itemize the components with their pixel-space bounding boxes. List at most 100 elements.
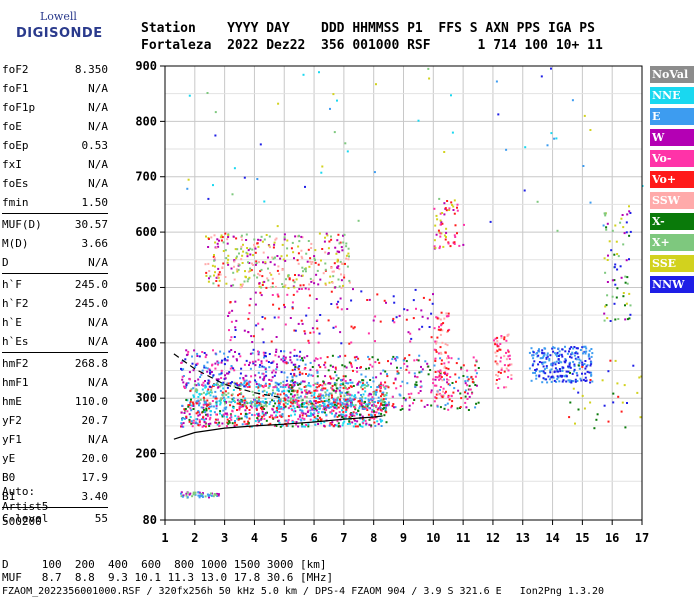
echo-point xyxy=(301,274,304,277)
echo-point xyxy=(292,399,295,402)
echo-point xyxy=(451,382,454,384)
echo-point xyxy=(214,421,217,424)
echo-point xyxy=(507,350,510,353)
echo-point xyxy=(447,383,450,386)
echo-point xyxy=(443,371,446,374)
echo-point xyxy=(356,367,358,369)
echo-point xyxy=(569,401,572,404)
echo-point xyxy=(256,417,259,420)
echo-point xyxy=(498,378,501,380)
echo-point xyxy=(532,371,535,374)
echo-point xyxy=(316,269,319,272)
echo-point xyxy=(287,287,290,290)
echo-point xyxy=(392,317,395,320)
echo-point xyxy=(331,404,334,407)
echo-point xyxy=(301,372,304,375)
echo-point xyxy=(301,399,304,402)
echo-point xyxy=(212,375,214,378)
echo-point xyxy=(313,255,316,258)
echo-point xyxy=(332,389,335,392)
echo-point xyxy=(606,317,609,320)
echo-point xyxy=(570,353,573,356)
echo-point xyxy=(302,73,305,76)
echo-point xyxy=(440,359,443,362)
echo-point xyxy=(614,224,617,227)
echo-point xyxy=(532,351,535,354)
echo-point xyxy=(189,400,192,403)
echo-point xyxy=(361,388,364,391)
echo-point xyxy=(264,261,267,264)
echo-point xyxy=(293,257,295,260)
echo-point xyxy=(262,379,265,382)
echo-point xyxy=(208,270,211,272)
echo-point xyxy=(553,370,556,373)
echo-point xyxy=(263,280,266,283)
echo-point xyxy=(447,312,450,315)
echo-point xyxy=(276,225,279,228)
echo-point xyxy=(507,349,509,352)
echo-point xyxy=(181,418,184,421)
param-name: foF2 xyxy=(2,63,29,76)
echo-point xyxy=(324,262,327,265)
echo-point xyxy=(374,414,377,416)
echo-point xyxy=(311,407,313,410)
echo-point xyxy=(241,283,244,286)
echo-point xyxy=(607,254,609,257)
echo-point xyxy=(217,494,220,497)
x-tick-label: 1 xyxy=(161,531,168,545)
echo-point xyxy=(446,381,449,384)
echo-point xyxy=(466,379,469,382)
echo-point xyxy=(602,224,605,227)
legend-item: E xyxy=(650,108,694,125)
echo-point xyxy=(323,424,326,427)
echo-point xyxy=(339,402,341,405)
echo-point xyxy=(557,370,560,373)
echo-point xyxy=(249,405,252,408)
echo-point xyxy=(261,412,264,415)
echo-point xyxy=(285,278,287,281)
echo-point xyxy=(360,394,362,396)
echo-point xyxy=(404,398,407,401)
echo-point xyxy=(244,423,247,426)
echo-point xyxy=(353,326,356,329)
echo-point xyxy=(253,414,256,417)
echo-point xyxy=(259,291,262,294)
muf-row: MUF 8.7 8.8 9.3 10.1 11.3 13.0 17.8 30.6… xyxy=(2,571,334,584)
echo-point xyxy=(371,399,374,402)
echo-point xyxy=(454,373,457,376)
echo-point xyxy=(341,416,344,418)
echo-point xyxy=(354,422,357,425)
echo-point xyxy=(316,369,319,372)
echo-point xyxy=(317,423,320,425)
echo-point xyxy=(348,361,351,364)
echo-point xyxy=(293,384,296,386)
echo-point xyxy=(220,234,223,237)
echo-point xyxy=(542,354,545,357)
echo-point xyxy=(301,357,303,360)
param-value: N/A xyxy=(88,376,108,389)
echo-point xyxy=(215,276,218,279)
echo-point xyxy=(303,380,306,383)
echo-point xyxy=(224,377,227,380)
x-tick-label: 2 xyxy=(191,531,198,545)
echo-point xyxy=(370,398,373,401)
echo-point xyxy=(349,422,351,425)
echo-point xyxy=(334,366,337,369)
echo-point xyxy=(327,369,330,372)
legend-item: SSE xyxy=(650,255,694,272)
param-value: 8.350 xyxy=(74,63,108,76)
echo-point xyxy=(449,245,452,248)
echo-point xyxy=(494,337,497,340)
echo-point xyxy=(313,412,316,415)
echo-point xyxy=(345,403,348,406)
echo-point xyxy=(192,405,195,407)
echo-point xyxy=(352,288,354,291)
echo-point xyxy=(538,348,540,351)
echo-point xyxy=(317,419,320,422)
echo-point xyxy=(593,427,596,430)
echo-point xyxy=(410,337,413,340)
echo-point xyxy=(318,416,321,419)
echo-point xyxy=(206,493,209,496)
echo-point xyxy=(316,375,319,378)
echo-point xyxy=(470,375,473,378)
